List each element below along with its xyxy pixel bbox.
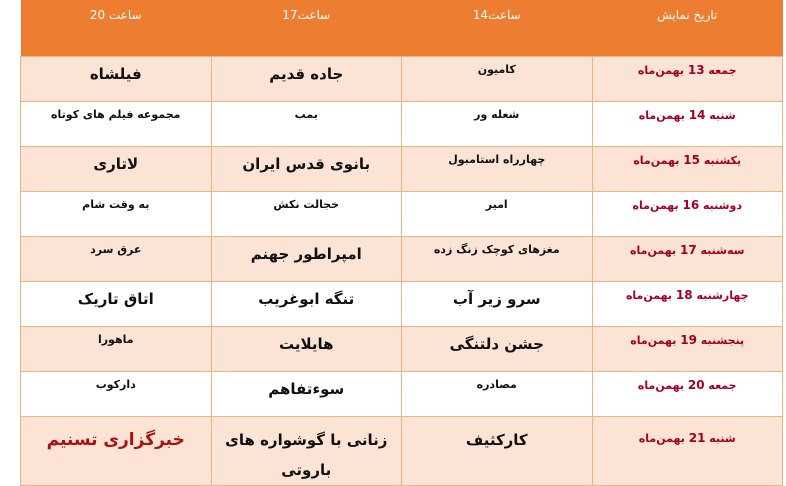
film-20: فیلشاه (20, 56, 212, 102)
day: شنبه (709, 109, 736, 122)
date-cell: شنبه 21 بهمن‌ماه (591, 416, 783, 486)
day-number: 19 (680, 333, 697, 347)
month: بهمن‌ماه (625, 289, 673, 302)
film-17: سوءتفاهم (210, 371, 402, 417)
date-cell: چهارشنبه 18 بهمن‌ماه (591, 281, 783, 327)
day-number: 16 (682, 198, 700, 212)
day: شنبه (709, 432, 736, 445)
film-17: جاده قدیم (210, 56, 402, 102)
date-cell: جمعه 13 بهمن‌ماه (591, 56, 783, 102)
month: بهمن‌ماه (630, 244, 677, 257)
month: بهمن‌ماه (637, 64, 685, 77)
film-17: بانوی قدس ایران (210, 146, 402, 192)
film-20: مجموعه فیلم های کوتاه (20, 101, 212, 147)
film-17: بمب (210, 101, 402, 147)
month: بهمن‌ماه (632, 199, 679, 212)
table-row: شنبه 21 بهمن‌ماه کارکثیف زنانی با گوشواره … (20, 416, 783, 486)
film-14: مغزهای کوچک زنگ زده (401, 236, 593, 282)
day: جمعه (708, 64, 737, 77)
film-20: دارکوب (20, 371, 212, 417)
header-row: تاریخ نمایش ساعت14 ساعت17 ساعت 20 (20, 0, 783, 57)
month: بهمن‌ماه (630, 334, 677, 347)
day: جمعه (708, 379, 737, 392)
day-number: 20 (687, 378, 705, 392)
date-cell: پنجشنبه 19 بهمن‌ماه (591, 326, 783, 372)
header-date: تاریخ نمایش (592, 0, 783, 57)
date-cell: دوشنبه 16 بهمن‌ماه (591, 191, 783, 237)
film-14: شعله ور (401, 101, 593, 147)
film-20: به وقت شام (20, 191, 212, 237)
day: سه‌شنبه (700, 244, 745, 257)
month: بهمن‌ماه (638, 109, 685, 122)
table-row: یکشنبه 15 بهمن‌ماه چهارراه استامبول بانوی … (20, 146, 783, 192)
table-row: شنبه 14 بهمن‌ماه شعله ور بمب مجموعه فیلم ها… (20, 101, 783, 147)
film-17: تنگه ابوغریب (210, 281, 402, 327)
day: چهارشنبه (696, 289, 749, 302)
month: بهمن‌ماه (638, 432, 685, 445)
date-cell: جمعه 20 بهمن‌ماه (591, 371, 783, 417)
day: پنجشنبه (700, 334, 745, 347)
film-14: امیر (401, 191, 593, 237)
day: یکشنبه (703, 154, 742, 167)
header-20: ساعت 20 (20, 0, 211, 57)
film-17: خجالت نکش (210, 191, 402, 237)
table-row: چهارشنبه 18 بهمن‌ماه سرو زیر آب تنگه ابوغر… (20, 281, 783, 327)
film-14: کامیون (401, 56, 593, 102)
table-row: جمعه 20 بهمن‌ماه مصادره سوءتفاهم دارکوب (20, 371, 783, 417)
table-row: جمعه 13 بهمن‌ماه کامیون جاده قدیم فیلشاه (20, 56, 783, 102)
film-20: عرق سرد (20, 236, 212, 282)
day-number: 17 (679, 243, 697, 257)
date-cell: شنبه 14 بهمن‌ماه (591, 101, 783, 147)
film-14: مصادره (401, 371, 593, 417)
film-14: سرو زیر آب (401, 281, 593, 327)
film-17: زنانی با گوشواره های باروتی (210, 416, 402, 486)
film-20: اتاق تاریک (20, 281, 212, 327)
month: بهمن‌ماه (633, 154, 680, 167)
film-14: چهارراه استامبول (401, 146, 593, 192)
film-20: ماهورا (20, 326, 212, 372)
film-17: هایلایت (210, 326, 402, 372)
film-20: خبرگزاری تسنیم (20, 416, 212, 486)
date-cell: سه‌شنبه 17 بهمن‌ماه (591, 236, 783, 282)
film-17: امپراطور جهنم (210, 236, 402, 282)
film-20: لاتاری (20, 146, 212, 192)
table-row: دوشنبه 16 بهمن‌ماه امیر خجالت نکش به وقت شا… (20, 191, 783, 237)
day-number: 13 (687, 63, 705, 77)
table-row: سه‌شنبه 17 بهمن‌ماه مغزهای کوچک زنگ زده ام… (20, 236, 783, 282)
day-number: 14 (688, 108, 706, 122)
day-number: 15 (683, 153, 700, 167)
date-cell: یکشنبه 15 بهمن‌ماه (591, 146, 783, 192)
header-14: ساعت14 (401, 0, 592, 57)
screening-schedule-table: تاریخ نمایش ساعت14 ساعت17 ساعت 20 جمعه 1… (20, 0, 783, 486)
film-14: جشن دلتنگی (401, 326, 593, 372)
day: دوشنبه (703, 199, 742, 212)
header-17: ساعت17 (211, 0, 402, 57)
table-row: پنجشنبه 19 بهمن‌ماه جشن دلتنگی هایلایت ماهو… (20, 326, 783, 372)
film-14: کارکثیف (401, 416, 593, 486)
day-number: 21 (688, 431, 706, 445)
month: بهمن‌ماه (637, 379, 685, 392)
day-number: 18 (675, 288, 693, 302)
